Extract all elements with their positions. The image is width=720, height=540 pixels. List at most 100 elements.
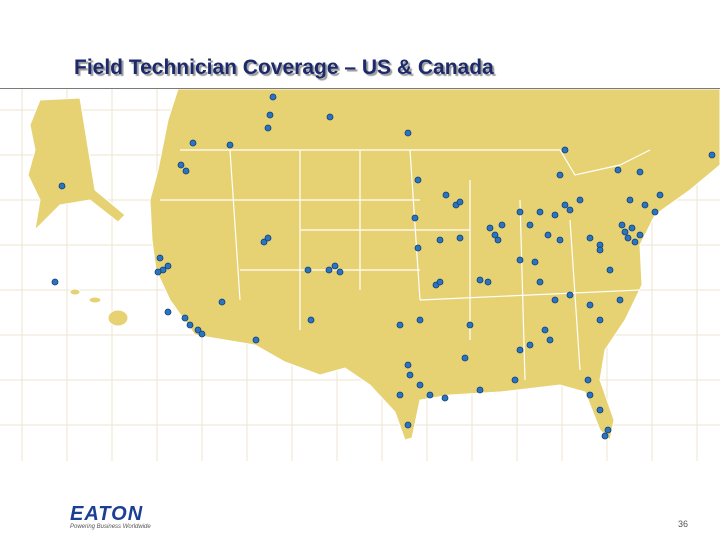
location-dot bbox=[498, 221, 506, 229]
location-dot bbox=[621, 228, 629, 236]
location-dot bbox=[336, 268, 344, 276]
location-dot bbox=[264, 234, 272, 242]
location-dot bbox=[561, 146, 569, 154]
location-dot bbox=[551, 211, 559, 219]
location-dot bbox=[269, 93, 277, 101]
location-dot bbox=[436, 278, 444, 286]
location-dot bbox=[596, 316, 604, 324]
location-dot bbox=[546, 336, 554, 344]
location-dot bbox=[631, 238, 639, 246]
location-dot bbox=[456, 198, 464, 206]
location-dot bbox=[511, 376, 519, 384]
location-dot bbox=[304, 266, 312, 274]
hawaii bbox=[107, 309, 129, 327]
location-dot bbox=[441, 394, 449, 402]
location-dot bbox=[584, 376, 592, 384]
location-dot bbox=[416, 381, 424, 389]
location-dot bbox=[252, 336, 260, 344]
borders bbox=[160, 149, 651, 381]
location-dot bbox=[307, 316, 315, 324]
location-dot bbox=[516, 346, 524, 354]
location-dot bbox=[561, 201, 569, 209]
location-dot bbox=[494, 236, 502, 244]
location-dot bbox=[414, 244, 422, 252]
location-dot bbox=[576, 196, 584, 204]
location-dot bbox=[626, 196, 634, 204]
location-dot bbox=[526, 341, 534, 349]
location-dot bbox=[226, 141, 234, 149]
location-dot bbox=[616, 296, 624, 304]
location-dot bbox=[404, 421, 412, 429]
location-dot bbox=[406, 371, 414, 379]
hawaii bbox=[88, 296, 102, 304]
location-dot bbox=[416, 316, 424, 324]
location-dot bbox=[264, 124, 272, 132]
location-dot bbox=[189, 139, 197, 147]
location-dot bbox=[466, 321, 474, 329]
location-dot bbox=[182, 167, 190, 175]
location-dot bbox=[536, 208, 544, 216]
map bbox=[0, 89, 720, 461]
location-dot bbox=[486, 224, 494, 232]
location-dot bbox=[586, 301, 594, 309]
country-border bbox=[180, 149, 651, 176]
location-dot bbox=[586, 234, 594, 242]
technician-locations bbox=[51, 93, 716, 440]
location-dot bbox=[551, 296, 559, 304]
location-dot bbox=[566, 206, 574, 214]
page-number: 36 bbox=[678, 519, 689, 529]
location-dot bbox=[411, 214, 419, 222]
location-dot bbox=[544, 231, 552, 239]
location-dot bbox=[708, 151, 716, 159]
location-dot bbox=[414, 176, 422, 184]
location-dot bbox=[396, 391, 404, 399]
location-dot bbox=[536, 278, 544, 286]
location-dot bbox=[491, 231, 499, 239]
location-dot bbox=[164, 308, 172, 316]
location-dot bbox=[461, 354, 469, 362]
location-dot bbox=[325, 266, 333, 274]
location-dot bbox=[516, 256, 524, 264]
location-dot bbox=[260, 238, 268, 246]
location-dot bbox=[476, 276, 484, 284]
location-dot bbox=[198, 330, 206, 338]
location-dot bbox=[516, 208, 524, 216]
location-dot bbox=[586, 391, 594, 399]
location-dot bbox=[396, 321, 404, 329]
logo: EATON bbox=[70, 503, 144, 525]
location-dot bbox=[556, 171, 564, 179]
location-dot bbox=[636, 168, 644, 176]
location-dot bbox=[194, 326, 202, 334]
location-dot bbox=[601, 432, 609, 440]
location-dot bbox=[606, 266, 614, 274]
location-dot bbox=[641, 201, 649, 209]
location-dot bbox=[156, 254, 164, 262]
location-dot bbox=[541, 326, 549, 334]
location-dot bbox=[154, 268, 162, 276]
location-dot bbox=[442, 191, 450, 199]
logo-tagline: Powering Business Worldwide bbox=[70, 524, 151, 530]
location-dot bbox=[636, 231, 644, 239]
location-dot bbox=[181, 314, 189, 322]
location-dot bbox=[331, 262, 339, 270]
location-dot bbox=[526, 221, 534, 229]
slide-title: Field Technician Coverage – US & Canada bbox=[74, 56, 494, 79]
location-dot bbox=[604, 426, 612, 434]
location-dot bbox=[624, 234, 632, 242]
location-dot bbox=[404, 361, 412, 369]
location-dot bbox=[436, 236, 444, 244]
north-america bbox=[149, 89, 720, 442]
location-dot bbox=[618, 221, 626, 229]
location-dot bbox=[614, 166, 622, 174]
location-dot bbox=[531, 258, 539, 266]
location-dot bbox=[218, 298, 226, 306]
location-dot bbox=[556, 236, 564, 244]
location-dot bbox=[484, 278, 492, 286]
location-dot bbox=[51, 278, 59, 286]
location-dot bbox=[456, 234, 464, 242]
location-dot bbox=[596, 406, 604, 414]
alaska bbox=[27, 97, 126, 232]
location-dot bbox=[651, 208, 659, 216]
location-dot bbox=[566, 291, 574, 299]
location-dot bbox=[164, 262, 172, 270]
